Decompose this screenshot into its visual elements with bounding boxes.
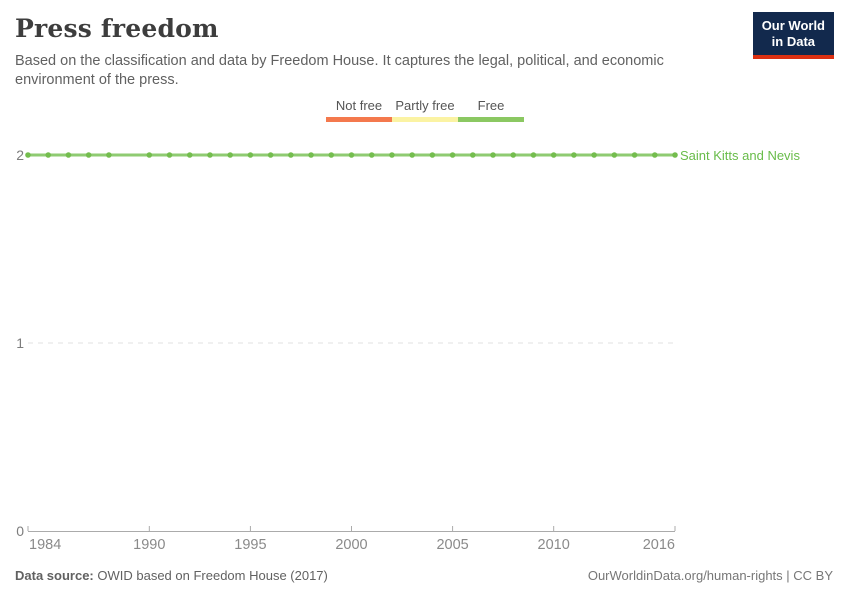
x-tick-label-2016: 2016 — [642, 537, 675, 553]
data-point-1998 — [308, 152, 314, 158]
data-point-1991 — [166, 152, 173, 158]
data-point-1987 — [85, 152, 92, 158]
legend-item-partly-free: Partly free — [392, 98, 458, 122]
chart-footer: Data source: OWID based on Freedom House… — [15, 568, 833, 583]
y-tick-label-2: 2 — [16, 147, 24, 163]
data-source-text: OWID based on Freedom House (2017) — [93, 568, 328, 583]
data-point-2012 — [591, 152, 597, 158]
x-tick-label-1990: 1990 — [133, 537, 166, 553]
y-tick-label-0: 0 — [16, 523, 24, 539]
data-point-1990 — [146, 152, 153, 158]
data-point-1995 — [247, 152, 254, 158]
data-point-1984 — [25, 152, 31, 158]
category-legend: Not free Partly free Free — [326, 98, 524, 122]
x-tick-label-2010: 2010 — [537, 537, 570, 553]
owid-logo[interactable]: Our World in Data — [752, 12, 834, 59]
data-point-2016 — [672, 152, 678, 158]
series-label[interactable]: Saint Kitts and Nevis — [680, 148, 800, 163]
data-point-1988 — [106, 152, 112, 158]
data-point-2011 — [571, 152, 577, 158]
data-point-2002 — [389, 152, 395, 158]
owid-logo-line1: Our World — [761, 18, 825, 33]
y-tick-label-1: 1 — [16, 335, 24, 351]
data-point-1985 — [45, 152, 52, 158]
data-point-1996 — [267, 152, 274, 158]
credit-link[interactable]: OurWorldinData.org/human-rights | CC BY — [587, 568, 833, 583]
data-point-1994 — [227, 152, 233, 158]
data-point-2007 — [490, 152, 496, 158]
legend-swatch — [458, 117, 524, 122]
data-point-2003 — [409, 152, 415, 158]
data-point-2008 — [510, 152, 517, 158]
data-point-1992 — [186, 152, 193, 158]
legend-item-not-free: Not free — [326, 98, 392, 122]
data-point-2010 — [550, 152, 557, 158]
legend-swatch — [392, 117, 458, 122]
legend-label: Not free — [335, 98, 383, 113]
data-point-2005 — [449, 152, 456, 158]
data-point-1999 — [328, 152, 335, 158]
x-tick-label-2000: 2000 — [335, 537, 368, 553]
x-tick-label-2005: 2005 — [436, 537, 469, 553]
data-source-label: Data source: — [15, 568, 94, 583]
data-point-2006 — [470, 152, 476, 158]
chart-subtitle: Based on the classification and data by … — [15, 53, 664, 88]
data-point-1986 — [65, 152, 72, 158]
legend-item-free: Free — [458, 98, 524, 122]
data-point-2004 — [429, 152, 436, 158]
data-point-2015 — [651, 152, 658, 158]
x-tick-label-1984: 1984 — [29, 537, 62, 553]
legend-label: Partly free — [395, 98, 455, 113]
data-point-2001 — [368, 152, 375, 158]
data-point-2009 — [530, 152, 537, 158]
owid-logo-line2: in Data — [771, 34, 816, 50]
legend-swatch — [326, 117, 392, 122]
data-point-2013 — [611, 152, 618, 158]
x-tick-label-1995: 1995 — [234, 537, 267, 553]
data-point-1993 — [207, 152, 213, 158]
data-source-note: Data source: OWID based on Freedom House… — [15, 568, 328, 583]
data-point-2000 — [348, 152, 355, 158]
page-title: Press freedom — [15, 14, 219, 43]
data-point-1997 — [288, 152, 294, 158]
data-point-2014 — [631, 152, 638, 158]
legend-label: Free — [477, 98, 505, 113]
